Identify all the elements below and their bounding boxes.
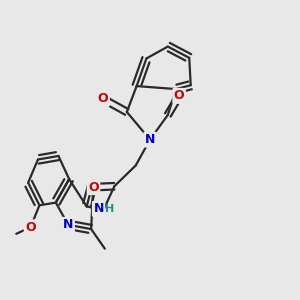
Text: O: O [98, 92, 108, 105]
Text: H: H [105, 204, 114, 214]
Text: N: N [145, 133, 155, 146]
Text: N: N [63, 218, 74, 231]
Text: O: O [25, 221, 36, 234]
Text: O: O [174, 89, 184, 102]
Text: N: N [93, 202, 104, 215]
Text: O: O [88, 181, 99, 194]
